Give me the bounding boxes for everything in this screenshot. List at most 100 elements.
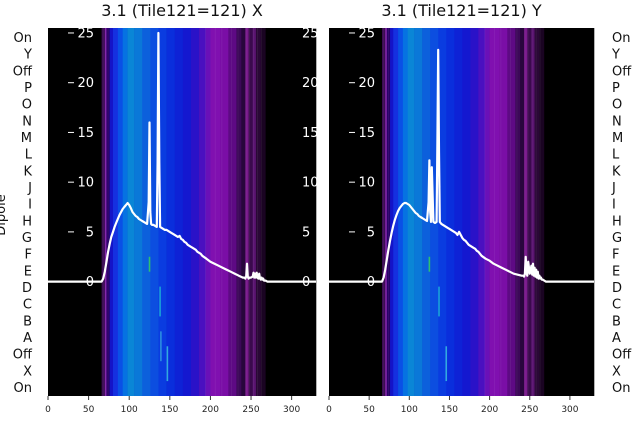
spectrogram-band [182, 28, 192, 396]
row-label: I [28, 198, 32, 213]
spectrogram-band [112, 28, 119, 396]
row-label: On [14, 381, 32, 396]
x-tick-label: 50 [83, 405, 95, 415]
spectrogram-band [260, 28, 266, 396]
spectrogram-band [109, 28, 114, 396]
row-label: On [14, 31, 32, 46]
y-tick-label: 25 [302, 26, 319, 41]
row-label: On [612, 31, 630, 46]
row-label: J [27, 181, 32, 196]
spectrogram-band [205, 28, 211, 396]
spectrogram-band [104, 28, 107, 396]
spectrogram-band [48, 28, 102, 396]
spectrogram-band [228, 28, 237, 396]
spectrogram-band [438, 28, 447, 396]
spectrogram-band [190, 28, 200, 396]
spectrogram-band [454, 28, 463, 396]
row-label: N [612, 114, 622, 129]
row-label: P [612, 81, 620, 96]
row-label: N [22, 114, 32, 129]
spectrogram-band [390, 28, 394, 396]
x-tick-label: 50 [363, 405, 375, 415]
spectrogram-band [210, 28, 221, 396]
x-tick-label: 0 [326, 405, 332, 415]
spectrogram-band [422, 28, 431, 396]
x-tick-label: 300 [561, 405, 578, 415]
x-tick-label: 250 [521, 405, 538, 415]
y-tick-label: 20 [302, 76, 319, 91]
spectrogram-band [158, 28, 167, 396]
row-label: E [612, 264, 620, 279]
row-label: B [23, 314, 32, 329]
x-tick-label: 150 [161, 405, 178, 415]
spectrogram-band [484, 28, 490, 396]
spectrogram-band [174, 28, 184, 396]
spectrogram-band [414, 28, 423, 396]
row-label: O [612, 98, 622, 113]
y-tick-label: 5 [367, 225, 375, 240]
x-tick-label: 0 [45, 405, 51, 415]
spectrogram-band [398, 28, 404, 396]
y-tick-label: 0 [367, 275, 375, 290]
spectrogram-band [430, 28, 439, 396]
spectrogram-band [527, 28, 532, 396]
spectrogram-band [524, 28, 528, 396]
x-tick-label: 100 [121, 405, 138, 415]
y-tick-label: 10 [358, 176, 375, 191]
spectrogram-band [499, 28, 508, 396]
spectrogram-band [544, 28, 595, 396]
row-label: H [22, 214, 32, 229]
row-label: K [23, 164, 32, 179]
spectrogram-band [142, 28, 151, 396]
row-label: B [612, 314, 621, 329]
row-label: C [23, 298, 32, 313]
spectrogram-band [534, 28, 540, 396]
row-label: Y [611, 48, 620, 63]
row-label: A [23, 331, 32, 346]
chart-title: 3.1 (Tile121=121) X [101, 1, 263, 20]
row-label: A [612, 331, 621, 346]
spectrogram-band [489, 28, 500, 396]
y-axis-label: Dipole [0, 194, 9, 235]
spectrogram-band [252, 28, 257, 396]
spectrogram-band [462, 28, 471, 396]
spectrogram-band [150, 28, 159, 396]
row-label: X [23, 364, 32, 379]
x-tick-label: 100 [401, 405, 418, 415]
y-tick-label: 0 [302, 275, 310, 290]
y-tick-label: 25 [358, 26, 375, 41]
y-tick-label: 15 [358, 126, 375, 141]
spectrogram-band [507, 28, 516, 396]
spectrogram-band [255, 28, 262, 396]
row-label: X [612, 364, 621, 379]
x-tick-label: 200 [202, 405, 219, 415]
row-label: Off [13, 348, 33, 363]
row-label: D [612, 281, 622, 296]
spectrogram-band [470, 28, 479, 396]
row-label: H [612, 214, 622, 229]
y-tick-label: 10 [77, 176, 94, 191]
spectrogram-band [134, 28, 143, 396]
spectrogram-band [166, 28, 175, 396]
spectrogram-band [539, 28, 545, 396]
spectrogram-band [385, 28, 388, 396]
series-line [329, 48, 594, 283]
row-label: F [612, 248, 619, 263]
row-label: I [612, 198, 616, 213]
row-label: On [612, 381, 630, 396]
y-tick-label: 25 [77, 26, 94, 41]
spectrogram-band [127, 28, 135, 396]
spectrogram-band [265, 28, 317, 396]
spectrogram-band [393, 28, 399, 396]
x-tick-label: 300 [283, 405, 300, 415]
row-label: M [612, 131, 623, 146]
row-label: M [21, 131, 32, 146]
row-label: Off [13, 64, 33, 79]
row-label: Y [23, 48, 32, 63]
y-tick-label: 10 [302, 176, 319, 191]
spectrogram-band [407, 28, 415, 396]
row-label: J [611, 181, 616, 196]
